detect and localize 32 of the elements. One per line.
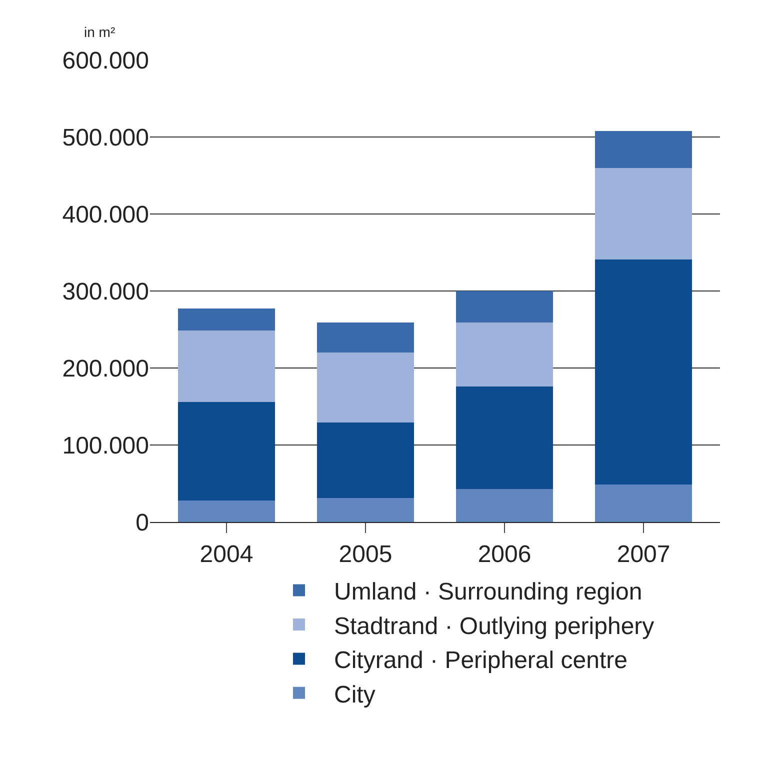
bar — [316, 422, 414, 498]
y-tick-label: 200.000 — [62, 355, 149, 382]
y-tick-label: 400.000 — [62, 201, 149, 228]
legend-label: Stadtrand · Outlying periphery — [334, 612, 654, 640]
bar — [178, 330, 276, 402]
bar — [456, 291, 554, 323]
bar — [178, 402, 276, 500]
y-tick-label: 100.000 — [62, 432, 149, 460]
legend-label: City — [334, 681, 376, 708]
y-tick-label: 500.000 — [62, 124, 149, 152]
x-tick-label: 2005 — [338, 540, 392, 568]
bar — [456, 386, 554, 489]
y-tick-label: 300.000 — [62, 278, 149, 306]
x-tick-label: 2007 — [616, 540, 670, 568]
bar — [594, 168, 692, 260]
legend-label: Cityrand · Peripheral centre — [334, 647, 628, 674]
y-axis-title: in m² — [84, 24, 116, 40]
bar — [316, 498, 414, 522]
bar — [594, 259, 692, 484]
bar — [456, 322, 554, 386]
bar — [178, 500, 276, 522]
bar — [594, 484, 692, 522]
y-tick-label: 0 — [136, 509, 149, 536]
x-tick-label: 2004 — [200, 540, 254, 568]
bar — [316, 322, 414, 353]
bar — [594, 130, 692, 168]
bar — [316, 352, 414, 423]
bar — [178, 308, 276, 330]
bar — [456, 488, 554, 522]
legend-label: Umland · Surrounding region — [334, 578, 642, 606]
y-tick-label: 600.000 — [62, 47, 149, 74]
x-tick-label: 2006 — [478, 540, 532, 568]
